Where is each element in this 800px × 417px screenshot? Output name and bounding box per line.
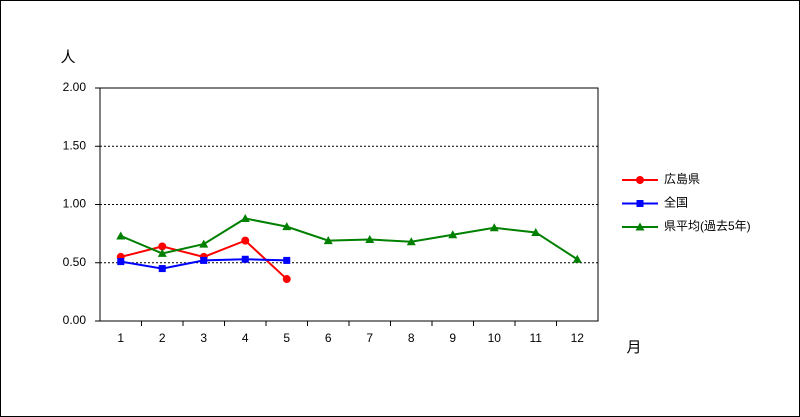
y-tick-label: 0.50 — [63, 255, 87, 269]
x-tick-label: 8 — [408, 331, 415, 345]
y-tick-label: 1.50 — [63, 138, 87, 152]
x-axis-label: 月 — [626, 339, 641, 356]
point — [531, 227, 541, 236]
point — [158, 242, 167, 251]
y-tick-label: 2.00 — [63, 80, 87, 94]
point — [282, 275, 291, 284]
point — [117, 258, 125, 266]
x-tick-label: 5 — [283, 331, 290, 345]
x-tick-label: 4 — [242, 331, 249, 345]
x-tick-label: 6 — [325, 331, 332, 345]
point — [241, 255, 249, 263]
point — [240, 213, 250, 222]
x-tick-label: 9 — [449, 331, 456, 345]
legend-label: 全国 — [664, 195, 688, 210]
y-axis-label: 人 — [60, 49, 75, 66]
point — [116, 231, 126, 240]
point — [283, 256, 291, 264]
x-tick-label: 1 — [117, 331, 124, 345]
point — [489, 223, 499, 232]
point — [157, 248, 167, 257]
point — [199, 239, 209, 248]
point — [200, 256, 208, 264]
series-line — [120, 217, 578, 261]
x-tick-label: 10 — [488, 331, 502, 345]
y-tick-label: 1.00 — [63, 197, 87, 211]
point — [323, 236, 333, 245]
x-tick-label: 12 — [571, 331, 585, 345]
x-tick-label: 2 — [159, 331, 166, 345]
legend-label: 県平均(過去5年) — [664, 219, 751, 233]
point — [158, 265, 166, 273]
x-tick-label: 7 — [366, 331, 373, 345]
y-tick-label: 0.00 — [63, 313, 87, 327]
point — [406, 237, 416, 246]
point — [635, 222, 645, 231]
legend-label: 広島県 — [664, 171, 700, 186]
point — [448, 230, 458, 239]
point — [241, 236, 250, 245]
x-tick-label: 11 — [530, 331, 543, 345]
point — [365, 234, 375, 243]
point — [636, 200, 644, 207]
point — [636, 176, 644, 184]
point — [572, 254, 582, 263]
point — [282, 222, 292, 231]
x-tick-label: 3 — [200, 331, 207, 345]
